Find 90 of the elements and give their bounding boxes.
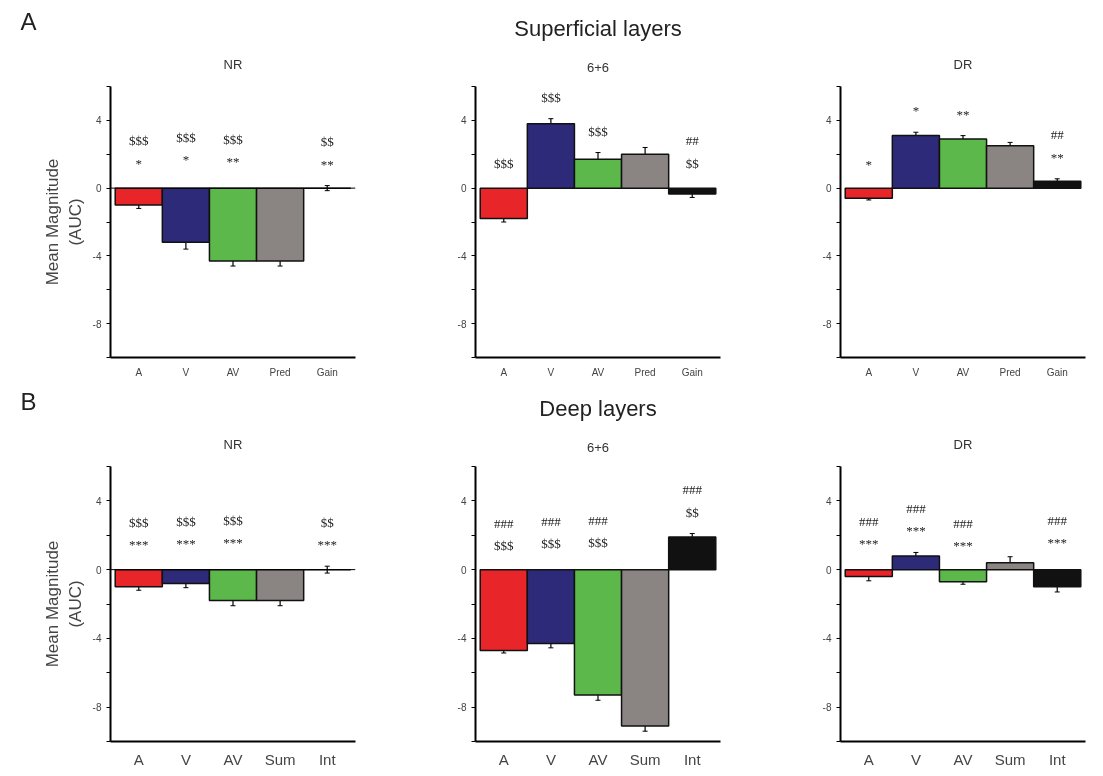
- data-label: ### $$$: [588, 512, 609, 551]
- data-label: ### ***: [953, 515, 974, 554]
- y-tick-label: 4: [825, 495, 832, 507]
- x-tick-label: A: [135, 366, 143, 378]
- x-tick-label: Int: [1048, 750, 1067, 768]
- data-label: $$$: [494, 155, 515, 171]
- data-label: $$$: [541, 89, 562, 105]
- data-label: $$ **: [320, 134, 335, 172]
- x-tick-label: AV: [956, 366, 970, 378]
- x-tick-label: A: [863, 750, 874, 768]
- y-tick-label: -4: [457, 250, 467, 262]
- x-tick-label: V: [912, 366, 920, 378]
- y-tick-label: -4: [92, 633, 102, 645]
- x-tick-label: Gain: [681, 366, 703, 378]
- x-tick-label: Gain: [316, 366, 338, 378]
- y-tick-label: 4: [825, 115, 832, 127]
- x-tick-label: Pred: [269, 366, 291, 378]
- y-tick-label: -8: [92, 702, 102, 714]
- data-label: $$$ ***: [176, 513, 197, 552]
- y-tick-label: 0: [460, 564, 467, 576]
- x-tick-label: Int: [318, 750, 337, 768]
- data-label: $$$ ***: [223, 512, 244, 551]
- y-tick-label: 4: [95, 115, 102, 127]
- y-tick-label: 4: [460, 115, 467, 127]
- data-label: $$$ *: [176, 129, 197, 168]
- y-tick-label: -4: [92, 250, 102, 262]
- x-tick-label: V: [182, 366, 190, 378]
- y-tick-label: 0: [95, 183, 102, 195]
- x-tick-label: V: [545, 750, 556, 768]
- x-tick-label: A: [498, 750, 509, 768]
- text: Superficial layers: [514, 15, 682, 41]
- x-tick-label: V: [547, 366, 555, 378]
- data-label: ### ***: [1047, 512, 1068, 551]
- y-tick-label: -4: [457, 633, 467, 645]
- y-tick-label: 4: [95, 495, 102, 507]
- chart-title: DR: [953, 436, 973, 452]
- y-tick-label: -8: [457, 318, 467, 330]
- data-label: ## **: [1050, 127, 1065, 165]
- y-tick-label: 0: [825, 564, 832, 576]
- data-label: ## $$: [685, 133, 700, 171]
- x-tick-label: AV: [588, 750, 608, 768]
- data-label: $$$ ***: [129, 514, 150, 553]
- y-tick-label: 0: [460, 183, 467, 195]
- y-axis-title: Mean Magnitude (AUC): [42, 540, 85, 668]
- data-label: ### $$$: [541, 513, 562, 552]
- x-tick-label: Gain: [1046, 366, 1068, 378]
- x-tick-label: AV: [226, 366, 240, 378]
- data-label: ### $$$: [494, 515, 515, 554]
- x-tick-label: V: [180, 750, 191, 768]
- data-label: $$$ **: [223, 131, 244, 170]
- x-tick-label: Sum: [629, 750, 661, 768]
- y-tick-label: -4: [822, 250, 832, 262]
- y-tick-label: -8: [822, 318, 832, 330]
- x-tick-label: Sum: [264, 750, 296, 768]
- y-tick-label: 0: [825, 183, 832, 195]
- chart-title: DR: [953, 56, 973, 72]
- x-tick-label: AV: [223, 750, 243, 768]
- x-tick-label: A: [133, 750, 144, 768]
- data-label: **: [956, 106, 970, 122]
- y-tick-label: -8: [822, 702, 832, 714]
- text: Deep layers: [539, 395, 657, 421]
- data-label: *: [912, 103, 920, 119]
- y-tick-label: 4: [460, 495, 467, 507]
- y-tick-label: -4: [822, 633, 832, 645]
- x-tick-label: Sum: [994, 750, 1026, 768]
- x-tick-label: Pred: [999, 366, 1021, 378]
- data-label: ### ***: [859, 513, 880, 552]
- chart-title: 6+6: [586, 439, 610, 455]
- data-label: $$$: [588, 123, 609, 139]
- data-label: $$$ *: [129, 133, 150, 171]
- x-tick-label: Pred: [634, 366, 656, 378]
- data-label: *: [865, 157, 873, 173]
- y-axis-title: Mean Magnitude (AUC): [42, 158, 85, 286]
- x-tick-label: V: [910, 750, 921, 768]
- y-tick-label: 0: [95, 564, 102, 576]
- data-label: ### $$: [682, 482, 703, 520]
- y-tick-label: -8: [457, 702, 467, 714]
- chart-title: 6+6: [586, 59, 610, 75]
- y-tick-label: -8: [92, 318, 102, 330]
- data-label: ### ***: [906, 500, 927, 539]
- chart-title: NR: [223, 56, 243, 72]
- x-tick-label: AV: [591, 366, 605, 378]
- data-label: $$ ***: [317, 514, 337, 553]
- text: B: [20, 387, 37, 415]
- chart-title: NR: [223, 436, 243, 452]
- x-tick-label: AV: [953, 750, 973, 768]
- text: A: [20, 7, 37, 35]
- x-tick-label: A: [865, 366, 873, 378]
- x-tick-label: A: [500, 366, 508, 378]
- x-tick-label: Int: [683, 750, 702, 768]
